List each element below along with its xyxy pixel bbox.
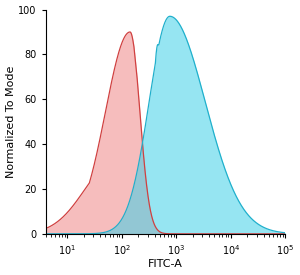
Y-axis label: Normalized To Mode: Normalized To Mode — [6, 65, 16, 178]
X-axis label: FITC-A: FITC-A — [148, 259, 183, 270]
